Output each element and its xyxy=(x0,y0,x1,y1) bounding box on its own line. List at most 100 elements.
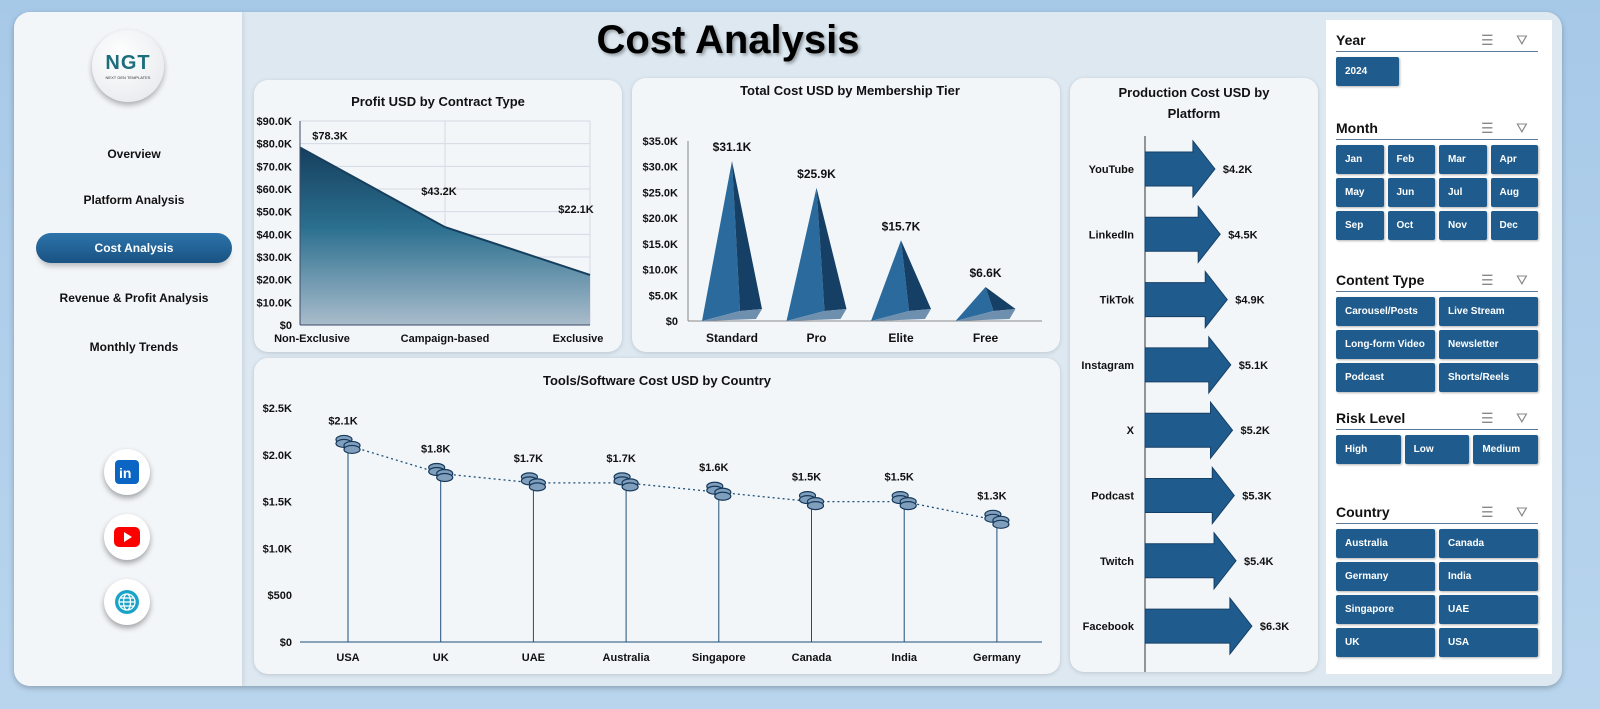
multi-select-icon[interactable]: ☰ xyxy=(1481,32,1494,48)
data-label: $1.5K xyxy=(792,472,821,484)
data-label: $4.9K xyxy=(1235,295,1264,307)
data-label: $2.1K xyxy=(328,415,357,427)
cone-bar-base xyxy=(702,309,762,321)
y-tick-label: $60.0K xyxy=(257,184,293,196)
x-tick-label: Exclusive xyxy=(553,333,604,345)
nav-revenue-profit-analysis[interactable]: Revenue & Profit Analysis xyxy=(59,291,209,305)
slicer-item[interactable]: Low xyxy=(1404,435,1470,464)
slicer-item[interactable]: Mar xyxy=(1439,145,1487,174)
chart-title: Production Cost USD by Platform xyxy=(1118,85,1270,121)
linkedin-icon[interactable]: in xyxy=(104,449,150,495)
slicer-item[interactable]: Jan xyxy=(1336,145,1384,174)
slicer-item[interactable]: Long-form Video xyxy=(1336,330,1435,359)
multi-select-icon[interactable]: ☰ xyxy=(1481,272,1494,288)
data-label: $6.6K xyxy=(969,266,1001,280)
data-label: $78.3K xyxy=(312,131,348,143)
multi-select-icon[interactable]: ☰ xyxy=(1481,410,1494,426)
cone-bar xyxy=(786,187,825,321)
clear-filter-icon[interactable]: ⛛ xyxy=(1516,504,1528,520)
y-tick-label: LinkedIn xyxy=(1089,229,1135,241)
coin xyxy=(806,501,825,511)
coin-stack-marker xyxy=(798,491,825,511)
slicer-item[interactable]: Australia xyxy=(1336,529,1435,558)
slicer-year: Year ☰ ⛛ 2024 xyxy=(1336,28,1538,86)
slicer-item[interactable]: India xyxy=(1439,562,1538,591)
multi-select-icon[interactable]: ☰ xyxy=(1481,120,1494,136)
data-label: $5.4K xyxy=(1244,556,1273,568)
youtube-icon[interactable] xyxy=(104,514,150,560)
cone-bar-side xyxy=(901,240,931,311)
y-tick-label: $10.0K xyxy=(257,297,293,309)
slicer-item[interactable]: UK xyxy=(1336,628,1435,657)
y-tick-label: $5.0K xyxy=(649,290,678,302)
clear-filter-icon[interactable]: ⛛ xyxy=(1516,120,1528,136)
slicer-item[interactable]: Jun xyxy=(1387,178,1435,207)
slicer-item[interactable]: Apr xyxy=(1490,145,1538,174)
y-tick-label: $1.5K xyxy=(263,497,292,509)
area-chart: Profit USD by Contract Type $0 $10.0K $20.0… xyxy=(257,94,604,345)
clear-filter-icon[interactable]: ⛛ xyxy=(1516,410,1528,426)
slicer-item[interactable]: Feb xyxy=(1387,145,1435,174)
slicer-title-text: Risk Level xyxy=(1336,410,1406,426)
nav-platform-analysis[interactable]: Platform Analysis xyxy=(83,193,185,207)
coin-stack-marker xyxy=(428,462,454,483)
slicer-item[interactable]: Nov xyxy=(1439,211,1487,240)
data-label: $31.1K xyxy=(713,140,752,154)
coin-stack-marker xyxy=(613,472,639,492)
slicer-item[interactable]: Sep xyxy=(1336,211,1384,240)
slicer-item[interactable]: USA xyxy=(1439,628,1538,657)
slicer-item[interactable]: Singapore xyxy=(1336,595,1435,624)
data-label: $4.5K xyxy=(1228,229,1257,241)
slicer-item[interactable]: Jul xyxy=(1439,178,1487,207)
cost-by-tier-chart: Total Cost USD by Membership Tier $0 $5.0K… xyxy=(632,78,1060,352)
cone-bar-base xyxy=(786,309,847,321)
nav-monthly-trends[interactable]: Monthly Trends xyxy=(89,340,179,354)
multi-select-icon[interactable]: ☰ xyxy=(1481,504,1494,520)
slicer-item[interactable]: Oct xyxy=(1387,211,1435,240)
coin xyxy=(436,472,454,483)
y-tick-label: $35.0K xyxy=(643,136,679,148)
slicer-item[interactable]: May xyxy=(1336,178,1384,207)
slicer-item[interactable]: Dec xyxy=(1490,211,1538,240)
nav-overview[interactable]: Overview xyxy=(107,147,161,161)
globe-icon[interactable] xyxy=(104,579,150,625)
slicer-item[interactable]: UAE xyxy=(1439,595,1538,624)
data-label: $1.3K xyxy=(977,490,1006,502)
coin xyxy=(621,482,639,492)
y-tick-label: $500 xyxy=(268,590,292,602)
slicer-title-text: Content Type xyxy=(1336,272,1425,288)
x-tick-label: Pro xyxy=(806,331,826,345)
y-tick-label: $80.0K xyxy=(257,139,293,151)
x-tick-label: Canada xyxy=(792,652,833,664)
slicer-item[interactable]: Germany xyxy=(1336,562,1435,591)
arrow-bar xyxy=(1144,335,1232,395)
clear-filter-icon[interactable]: ⛛ xyxy=(1516,272,1528,288)
chart-title: Tools/Software Cost USD by Country xyxy=(543,373,772,388)
cone-bar xyxy=(702,161,740,321)
nav-cost-analysis[interactable]: Cost Analysis xyxy=(36,233,232,263)
slicer-item[interactable]: Medium xyxy=(1473,435,1538,464)
chart-title: Profit USD by Contract Type xyxy=(351,94,525,109)
slicer-item[interactable]: Shorts/Reels xyxy=(1439,363,1538,392)
clear-filter-icon[interactable]: ⛛ xyxy=(1516,32,1528,48)
slicer-item[interactable]: Live Stream xyxy=(1439,297,1538,326)
tools-cost-chart: Tools/Software Cost USD by Country $0 $500… xyxy=(254,358,1060,674)
svg-text:in: in xyxy=(119,465,131,481)
x-tick-label: Singapore xyxy=(692,652,746,664)
slicer-item[interactable]: Aug xyxy=(1490,178,1538,207)
slicer-item[interactable]: Carousel/Posts xyxy=(1336,297,1435,326)
x-tick-label: Non-Exclusive xyxy=(274,333,350,345)
cone-bar xyxy=(955,287,994,321)
coin xyxy=(343,444,361,455)
slicer-item[interactable]: Newsletter xyxy=(1439,330,1538,359)
cone-bar xyxy=(871,240,909,321)
slicer-item[interactable]: Canada xyxy=(1439,529,1538,558)
y-tick-label: $30.0K xyxy=(643,162,679,174)
y-tick-label: $40.0K xyxy=(257,229,293,241)
slicer-item[interactable]: High xyxy=(1336,435,1401,464)
y-tick-label: $10.0K xyxy=(643,265,679,277)
slicer-item[interactable]: 2024 xyxy=(1336,57,1400,86)
coin-stack-marker xyxy=(891,491,917,511)
coin xyxy=(992,519,1010,529)
slicer-item[interactable]: Podcast xyxy=(1336,363,1435,392)
